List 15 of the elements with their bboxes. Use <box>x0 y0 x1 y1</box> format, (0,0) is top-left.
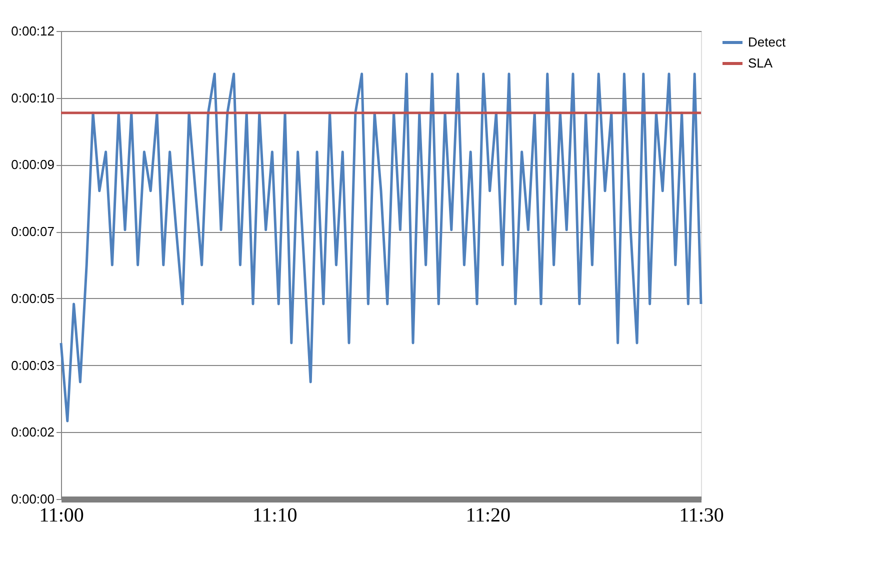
y-tick-label: 0:00:03 <box>11 358 54 373</box>
x-tick-label: 11:20 <box>466 504 511 526</box>
x-tick-label: 11:10 <box>252 504 298 526</box>
y-tick-label: 0:00:10 <box>11 90 54 106</box>
y-tick-label: 0:00:00 <box>11 492 54 506</box>
line-series <box>60 72 702 422</box>
y-tick-label: 0:00:05 <box>11 290 54 306</box>
y-tick-label: 0:00:02 <box>11 424 54 440</box>
y-tick-label: 0:00:12 <box>11 24 54 38</box>
y-tick-label: 0:00:07 <box>11 224 54 240</box>
y-tick-label: 0:00:09 <box>11 157 54 172</box>
legend-label: SLA <box>748 56 773 70</box>
x-tick-label: 11:30 <box>679 504 724 526</box>
legend-label: Detect <box>748 34 786 50</box>
x-tick-label: 11:00 <box>39 504 84 526</box>
